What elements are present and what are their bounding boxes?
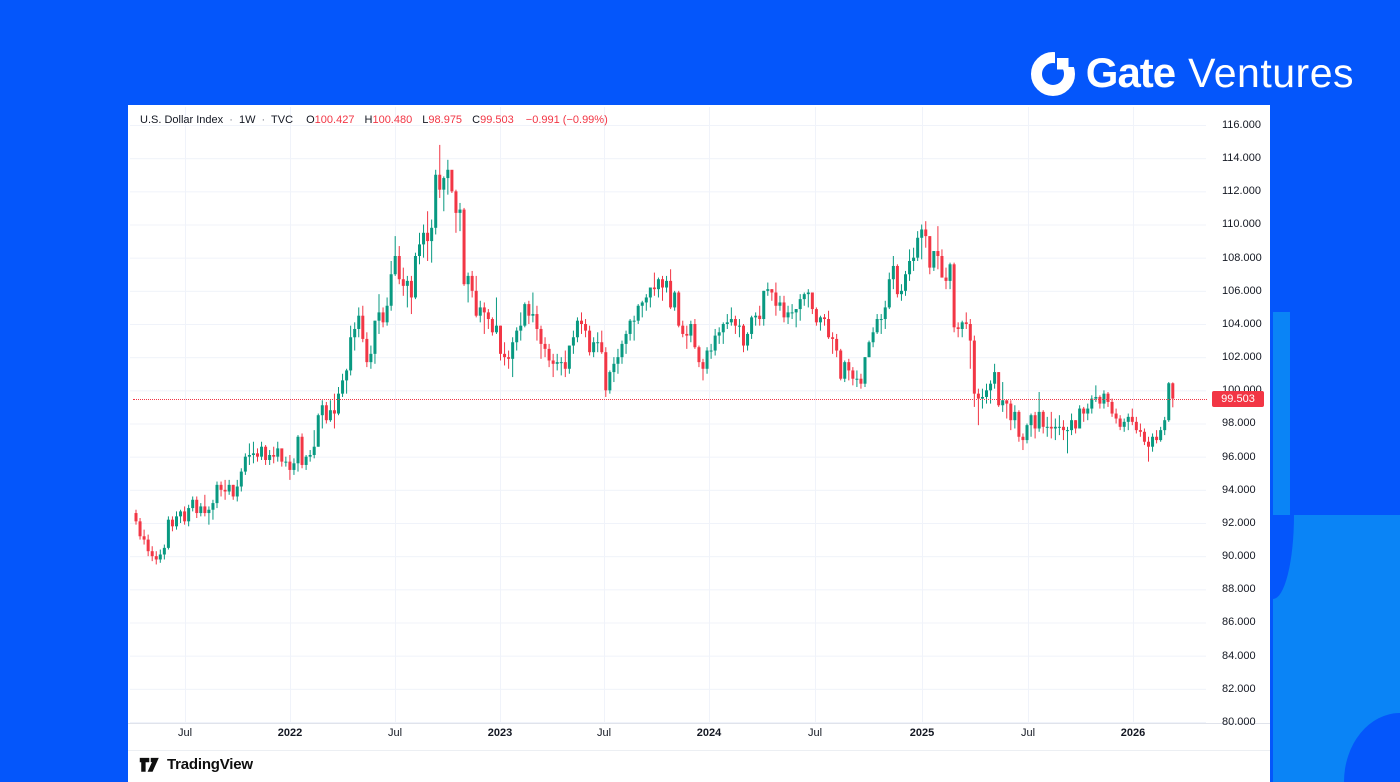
close-value: 99.503 bbox=[480, 114, 514, 126]
separator-dot: · bbox=[261, 114, 266, 126]
decor-light-strip bbox=[1273, 312, 1290, 515]
change-value: −0.991 (−0.99%) bbox=[525, 114, 608, 126]
last-price-line bbox=[133, 399, 1207, 400]
price-tick-label: 114.000 bbox=[1222, 152, 1261, 165]
close-key: C bbox=[472, 114, 481, 126]
gate-logo-icon bbox=[1030, 50, 1076, 96]
price-tick-label: 106.000 bbox=[1222, 284, 1262, 297]
tradingview-wordmark: TradingView bbox=[167, 756, 253, 773]
low-value: 98.975 bbox=[428, 114, 463, 126]
last-price-badge: 99.503 bbox=[1212, 391, 1264, 407]
brand-gate-text: Gate bbox=[1085, 49, 1176, 96]
time-tick-label: Jul bbox=[177, 727, 193, 739]
attribution-separator bbox=[128, 750, 1270, 751]
price-tick-label: 90.000 bbox=[1222, 550, 1256, 563]
brand-ventures-text: Ventures bbox=[1188, 50, 1354, 96]
price-tick-label: 84.000 bbox=[1222, 649, 1256, 662]
price-tick-label: 88.000 bbox=[1222, 583, 1256, 596]
ohlc-header: U.S. Dollar Index · 1W · TVC O100.427 H1… bbox=[140, 114, 611, 126]
time-tick-label: 2024 bbox=[696, 727, 722, 739]
price-tick-label: 98.000 bbox=[1222, 417, 1256, 430]
tradingview-icon bbox=[139, 757, 159, 772]
price-tick-label: 104.000 bbox=[1222, 317, 1262, 330]
price-tick-label: 108.000 bbox=[1222, 251, 1262, 264]
price-tick-label: 92.000 bbox=[1222, 516, 1256, 529]
tradingview-attribution[interactable]: TradingView bbox=[139, 755, 253, 774]
price-tick-label: 110.000 bbox=[1222, 218, 1261, 231]
time-tick-label: 2022 bbox=[277, 727, 303, 739]
tradingview-chart-panel: U.S. Dollar Index · 1W · TVC O100.427 H1… bbox=[128, 105, 1270, 782]
time-tick-label: 2023 bbox=[487, 727, 513, 739]
candlestick-chart-canvas[interactable] bbox=[128, 105, 1270, 782]
price-tick-label: 94.000 bbox=[1222, 483, 1256, 496]
price-tick-label: 96.000 bbox=[1222, 450, 1256, 463]
price-tick-label: 112.000 bbox=[1222, 185, 1261, 198]
open-key: O bbox=[306, 114, 315, 126]
high-key: H bbox=[364, 114, 373, 126]
time-axis-separator bbox=[128, 723, 1270, 724]
interval-label[interactable]: 1W bbox=[238, 114, 256, 126]
price-tick-label: 86.000 bbox=[1222, 616, 1256, 629]
price-tick-label: 116.000 bbox=[1222, 119, 1261, 131]
time-tick-label: 2026 bbox=[1120, 727, 1146, 739]
open-value: 100.427 bbox=[314, 114, 355, 126]
time-tick-label: Jul bbox=[387, 727, 403, 739]
separator-dot: · bbox=[229, 114, 233, 126]
time-tick-label: Jul bbox=[807, 727, 823, 739]
price-tick-label: 80.000 bbox=[1222, 715, 1256, 728]
time-tick-label: Jul bbox=[596, 727, 612, 739]
time-tick-label: 2025 bbox=[909, 727, 935, 739]
low-key: L bbox=[422, 114, 429, 126]
price-tick-label: 82.000 bbox=[1222, 682, 1256, 695]
time-tick-label: Jul bbox=[1020, 727, 1036, 739]
symbol-name[interactable]: U.S. Dollar Index bbox=[140, 114, 224, 126]
exchange-label: TVC bbox=[271, 114, 294, 126]
price-tick-label: 102.000 bbox=[1222, 351, 1262, 364]
gate-ventures-logo: Gate Ventures bbox=[1030, 50, 1354, 96]
high-value: 100.480 bbox=[372, 114, 413, 126]
